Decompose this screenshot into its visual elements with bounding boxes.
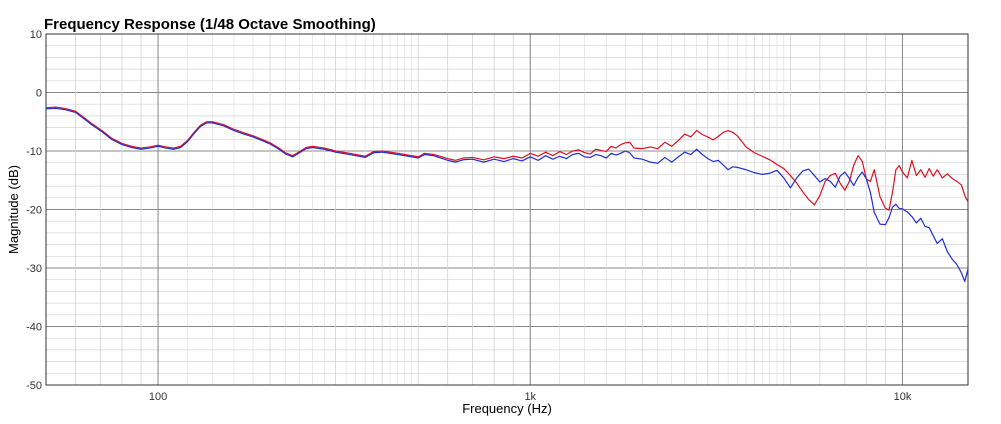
x-axis-label: Frequency (Hz) <box>462 401 552 416</box>
x-tick-label: 1k <box>524 391 536 403</box>
y-tick-label: -20 <box>26 205 42 217</box>
series-layer <box>45 106 969 283</box>
y-axis-label: Magnitude (dB) <box>6 165 21 254</box>
chart-title: Frequency Response (1/48 Octave Smoothin… <box>44 16 376 33</box>
x-tick-label: 10k <box>894 391 912 403</box>
plot-frame <box>45 33 969 386</box>
y-tick-label: 10 <box>30 29 42 41</box>
y-tick-label: -30 <box>26 263 42 275</box>
y-tick-label: 0 <box>36 88 42 100</box>
x-tick-label: 100 <box>149 391 167 403</box>
y-tick-label: -40 <box>26 322 42 334</box>
y-tick-labels: 10 0 -10 -20 -30 -40 -50 <box>26 29 42 392</box>
series-line-blue <box>45 107 969 283</box>
y-tick-label: -10 <box>26 146 42 158</box>
y-tick-label: -50 <box>26 380 42 392</box>
x-tick-labels: 100 1k 10k <box>149 391 912 403</box>
series-line-red <box>45 106 969 211</box>
grid-lines <box>45 33 968 386</box>
